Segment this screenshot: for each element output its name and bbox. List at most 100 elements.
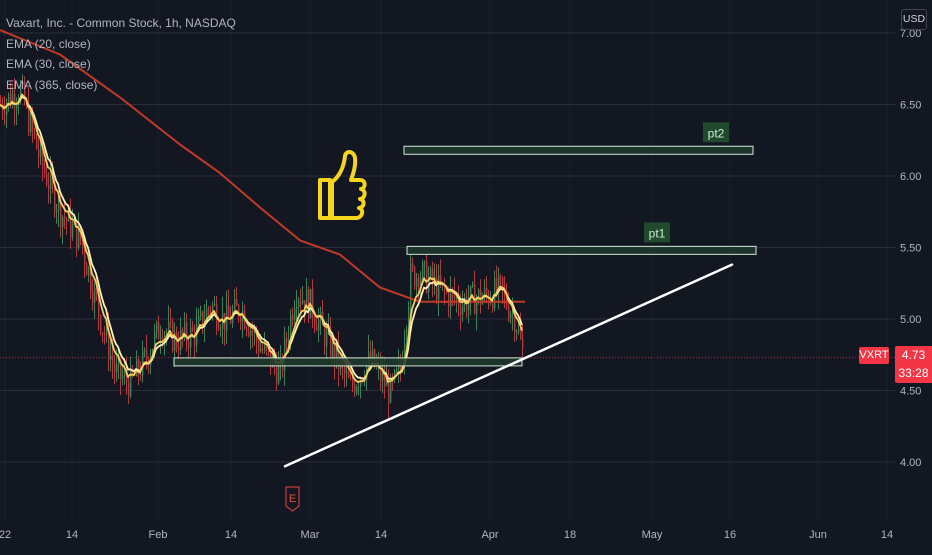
- candle-body: [424, 261, 426, 264]
- earnings-marker[interactable]: E: [285, 486, 300, 512]
- candle-body: [400, 363, 402, 370]
- candle-body: [6, 103, 8, 115]
- zone-box-0: [403, 145, 754, 155]
- price-tick-label-1: 6.50: [900, 100, 921, 112]
- candle-body: [520, 328, 522, 339]
- legend-ema30[interactable]: EMA (30, close): [6, 57, 91, 71]
- axes: 7.00 6.50 6.00 5.50 5.00 4.50 4.00 22 14 Feb 14 Mar…: [0, 28, 921, 541]
- candle-body: [8, 93, 10, 104]
- price-tick-label-0: 7.00: [900, 28, 921, 40]
- candle-body: [36, 135, 38, 149]
- candle-body: [144, 350, 146, 352]
- candle-body: [410, 263, 412, 307]
- candle-body: [478, 289, 480, 300]
- candle-body: [188, 341, 190, 348]
- time-tick-label-11: 14: [881, 529, 893, 541]
- candle-body: [460, 307, 462, 315]
- candle-body: [350, 377, 352, 379]
- candle-body: [498, 275, 500, 293]
- candle-body: [440, 275, 442, 285]
- candle-body: [506, 292, 508, 307]
- candle-body: [54, 183, 56, 212]
- candle-body: [484, 287, 486, 298]
- candle-body: [334, 342, 336, 364]
- candle-body: [202, 311, 204, 329]
- candle-body: [308, 289, 310, 318]
- candle-body: [384, 371, 386, 387]
- candle-body: [512, 312, 514, 315]
- candle-body: [234, 299, 236, 312]
- candle-body: [174, 332, 176, 351]
- trendlines[interactable]: [283, 263, 734, 468]
- candle-body: [318, 319, 320, 331]
- candle-body: [332, 342, 334, 358]
- candle-body: [14, 94, 16, 109]
- candle-body: [22, 82, 24, 85]
- candle-body: [198, 316, 200, 324]
- candle-body: [154, 331, 156, 350]
- candle-body: [294, 308, 296, 320]
- last-price-value: 4.73: [901, 348, 926, 362]
- candle-body: [430, 268, 432, 278]
- candle-body: [314, 317, 316, 326]
- candle-body: [240, 317, 242, 322]
- candle-body: [156, 322, 158, 332]
- candle-body: [298, 301, 300, 307]
- currency-button[interactable]: USD: [901, 9, 927, 30]
- candle-body: [184, 322, 186, 336]
- candle-body: [208, 308, 210, 310]
- candle-body: [4, 111, 6, 115]
- candle-body: [16, 104, 18, 109]
- candle-body: [194, 330, 196, 345]
- legend-title[interactable]: Vaxart, Inc. - Common Stock, 1h, NASDAQ: [6, 16, 236, 30]
- candle-body: [246, 328, 248, 331]
- candle-body: [126, 371, 128, 383]
- candle-body: [278, 364, 280, 384]
- candle-body: [34, 129, 36, 136]
- candle-body: [258, 340, 260, 352]
- candle-body: [32, 113, 34, 130]
- candle-body: [472, 284, 474, 287]
- candle-body: [72, 223, 74, 237]
- zone-label-pt2: pt2: [708, 126, 725, 140]
- candle-body: [286, 338, 288, 343]
- grid: [0, 32, 895, 463]
- candle-body: [456, 297, 458, 299]
- candle-body: [10, 93, 12, 106]
- price-tick-label-3: 5.50: [900, 243, 921, 255]
- candle-body: [136, 359, 138, 376]
- candle-body: [20, 84, 22, 102]
- bar-countdown: 33:28: [898, 366, 929, 380]
- candle-body: [500, 275, 502, 278]
- candle-body: [390, 378, 392, 403]
- candle-body: [326, 330, 328, 347]
- candle-body: [104, 332, 106, 336]
- thumbs-up-icon: [318, 150, 367, 220]
- candle-body: [38, 148, 40, 158]
- candle-body: [24, 82, 26, 104]
- candle-body: [94, 287, 96, 304]
- candle-body: [70, 210, 72, 237]
- candle-body: [444, 283, 446, 291]
- ema-30-line: [0, 95, 523, 380]
- candle-body: [290, 315, 292, 340]
- candle-body: [28, 103, 30, 133]
- time-tick-label-0: 22: [0, 529, 11, 541]
- candle-body: [470, 286, 472, 302]
- candle-body: [44, 166, 46, 174]
- candle-body: [288, 339, 290, 343]
- candle-body: [108, 327, 110, 360]
- candle-body: [510, 314, 512, 319]
- earnings-marker-label: E: [289, 493, 296, 505]
- candle-body: [58, 199, 60, 211]
- candle-body: [396, 369, 398, 371]
- legend-ema365[interactable]: EMA (365, close): [6, 77, 98, 92]
- candle-body: [372, 349, 374, 359]
- time-tick-label-8: May: [642, 529, 663, 541]
- candle-body: [46, 173, 48, 185]
- zone-label-bg-1: [644, 222, 670, 243]
- legend-ema20[interactable]: EMA (20, close): [6, 36, 91, 51]
- zones[interactable]: pt2 pt1: [173, 122, 757, 367]
